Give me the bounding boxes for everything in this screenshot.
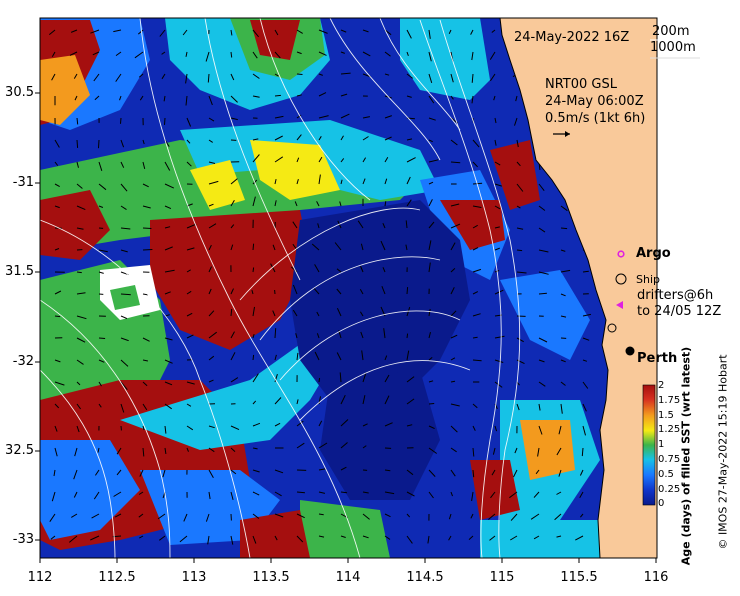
colorbar-tick-label: 0.25 bbox=[658, 484, 680, 495]
colorbar-title: Age (days) of filled SST (wrt latest) bbox=[680, 347, 693, 565]
lon-tick-label: 114.5 bbox=[406, 570, 443, 585]
lat-tick-label: -33 bbox=[13, 532, 34, 547]
colorbar-tick-label: 0.75 bbox=[658, 454, 680, 465]
colorbar-tick-label: 0.5 bbox=[658, 469, 674, 480]
lon-tick-label: 115.5 bbox=[560, 570, 597, 585]
ship-label: Ship bbox=[636, 273, 660, 286]
lat-tick-label: -32 bbox=[13, 354, 34, 369]
lon-tick-label: 114 bbox=[336, 570, 361, 585]
lon-tick-label: 112 bbox=[28, 570, 53, 585]
lat-tick-label: 30.5 bbox=[5, 85, 34, 100]
colorbar-tick-label: 1 bbox=[658, 439, 664, 450]
colorbar-tick-label: 1.5 bbox=[658, 410, 674, 421]
lon-tick-label: 112.5 bbox=[98, 570, 135, 585]
vector-scale-label: 0.5m/s (1kt 6h) bbox=[545, 111, 645, 126]
drifters-label-line2: to 24/05 12Z bbox=[637, 304, 721, 319]
date-label: 24-May-2022 16Z bbox=[514, 30, 629, 45]
lon-tick-label: 115 bbox=[490, 570, 515, 585]
lat-tick-label: 31.5 bbox=[5, 264, 34, 279]
lon-tick-label: 116 bbox=[644, 570, 669, 585]
current-time-label: 24-May 06:00Z bbox=[545, 94, 644, 109]
lat-tick-label: -31 bbox=[13, 175, 34, 190]
x-ticks bbox=[40, 558, 656, 563]
colorbar-tick-label: 1.75 bbox=[658, 395, 680, 406]
isobath-legend-1000m: 1000m bbox=[650, 40, 696, 55]
lat-tick-label: 32.5 bbox=[5, 443, 34, 458]
argo-label: Argo bbox=[636, 246, 671, 261]
colorbar-tick-label: 2 bbox=[658, 380, 664, 391]
isobath-legend-200m: 200m bbox=[652, 24, 689, 39]
drifters-label-line1: drifters@6h bbox=[637, 288, 713, 303]
lon-tick-label: 113 bbox=[182, 570, 207, 585]
credit-label: © IMOS 27-May-2022 15:19 Hobart bbox=[717, 354, 730, 549]
current-source-label: NRT00 GSL bbox=[545, 77, 617, 92]
colorbar-tick-label: 1.25 bbox=[658, 424, 680, 435]
lon-tick-label: 113.5 bbox=[252, 570, 289, 585]
city-label: Perth bbox=[637, 351, 677, 366]
colorbar bbox=[643, 385, 655, 505]
y-ticks bbox=[35, 93, 40, 540]
city-marker-icon bbox=[626, 347, 635, 356]
colorbar-tick-label: 0 bbox=[658, 498, 664, 509]
